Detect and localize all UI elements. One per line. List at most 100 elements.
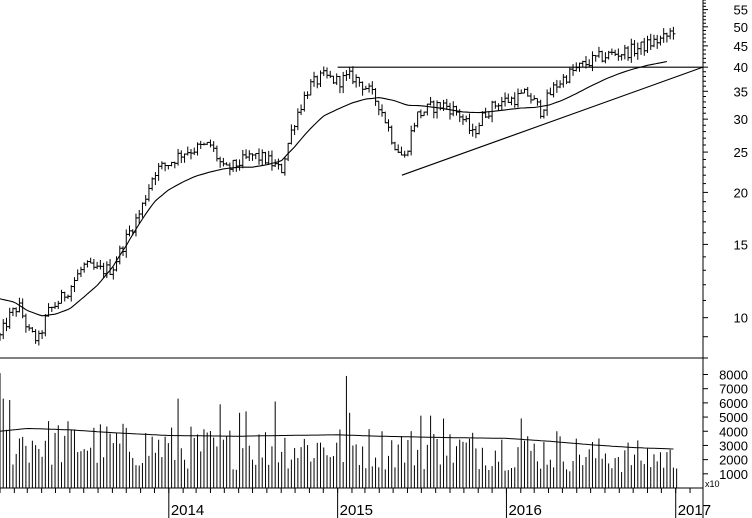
price-bar [143, 195, 148, 207]
price-bar [334, 73, 339, 85]
price-bar [376, 100, 381, 116]
price-bar [448, 102, 453, 120]
price-bar [671, 26, 676, 40]
price-bar [635, 42, 640, 60]
price-bar [632, 40, 637, 57]
price-bar [435, 100, 440, 119]
price-bar [486, 111, 491, 119]
year-label: 2017 [678, 502, 711, 518]
price-bar [337, 75, 342, 94]
price-bar [639, 41, 644, 55]
price-bar [496, 103, 501, 111]
price-bar [541, 109, 546, 119]
price-bar [347, 67, 352, 79]
price-bar [185, 146, 190, 156]
price-bar [176, 148, 181, 166]
price-tick-label: 50 [734, 20, 748, 35]
price-bar [36, 330, 41, 346]
price-bar [655, 34, 660, 49]
price-bar [444, 98, 449, 110]
price-bar [146, 184, 151, 202]
price-bar [295, 108, 300, 131]
year-label: 2014 [171, 502, 204, 518]
price-bar [257, 148, 261, 165]
volume-multiplier-label: x10 [705, 479, 720, 489]
price-bar [75, 269, 80, 282]
price-bar [72, 277, 77, 292]
price-bar [1, 319, 6, 340]
price-bar [208, 139, 213, 148]
price-bar [412, 122, 417, 133]
price-bar [189, 148, 194, 160]
volume-tick-label: 1000 [719, 467, 748, 482]
volume-tick-label: 5000 [719, 410, 748, 425]
year-label: 2015 [340, 502, 373, 518]
price-bar [56, 300, 61, 310]
price-bar [516, 88, 520, 108]
price-bar [425, 103, 430, 116]
price-bar [399, 146, 404, 156]
price-bar [192, 147, 197, 156]
price-bar [172, 161, 177, 169]
trendline-rising-support [401, 66, 704, 176]
price-bar [4, 317, 9, 332]
price-bar [616, 48, 621, 61]
price-bar [389, 125, 394, 145]
price-bar [354, 74, 359, 88]
price-bar [473, 125, 478, 139]
price-bar [166, 164, 171, 170]
price-bar [668, 28, 673, 40]
volume-tick-label: 7000 [719, 382, 748, 397]
price-bar [140, 202, 145, 218]
price-tick-label: 20 [734, 185, 748, 200]
price-bar [289, 124, 294, 145]
price-bar [43, 314, 48, 337]
price-tick-label: 25 [734, 145, 748, 160]
price-bar [62, 291, 67, 302]
price-tick-label: 40 [734, 60, 748, 75]
price-bar [240, 149, 245, 169]
price-bar [211, 141, 216, 152]
volume-panel [0, 373, 678, 488]
price-bar [451, 101, 456, 117]
price-bar [642, 37, 647, 56]
price-bar [396, 144, 401, 153]
price-bar [282, 156, 287, 176]
price-tick-label: 30 [734, 112, 748, 127]
price-bar [276, 158, 281, 170]
price-bar [499, 96, 504, 110]
price-tick-label: 15 [734, 237, 748, 252]
price-bar [613, 49, 618, 57]
price-bar [269, 150, 274, 171]
price-bar [664, 32, 669, 43]
price-bar [91, 258, 96, 270]
year-label: 2016 [508, 502, 541, 518]
price-bar [360, 81, 365, 96]
price-bar [253, 152, 258, 160]
price-bar [600, 50, 605, 63]
price-bar [78, 266, 83, 278]
price-bar [266, 150, 271, 165]
price-bar [554, 79, 559, 93]
price-bar [234, 159, 239, 172]
price-bar [415, 111, 420, 128]
price-bar [315, 75, 320, 89]
price-bar [98, 259, 103, 270]
price-bar [561, 74, 566, 88]
price-bar [386, 119, 391, 132]
price-bar [370, 81, 375, 95]
price-bar [525, 86, 530, 97]
price-tick-label: 10 [734, 311, 748, 326]
price-bar [373, 88, 378, 106]
price-bar [302, 91, 307, 112]
price-bar [596, 46, 601, 58]
price-bar [53, 302, 58, 309]
price-bar [567, 67, 572, 84]
volume-tick-label: 4000 [719, 424, 748, 439]
volume-tick-label: 3000 [719, 438, 748, 453]
price-bar [528, 93, 533, 104]
price-bar [111, 267, 116, 280]
price-bar [587, 59, 592, 68]
price-bar [409, 125, 414, 156]
